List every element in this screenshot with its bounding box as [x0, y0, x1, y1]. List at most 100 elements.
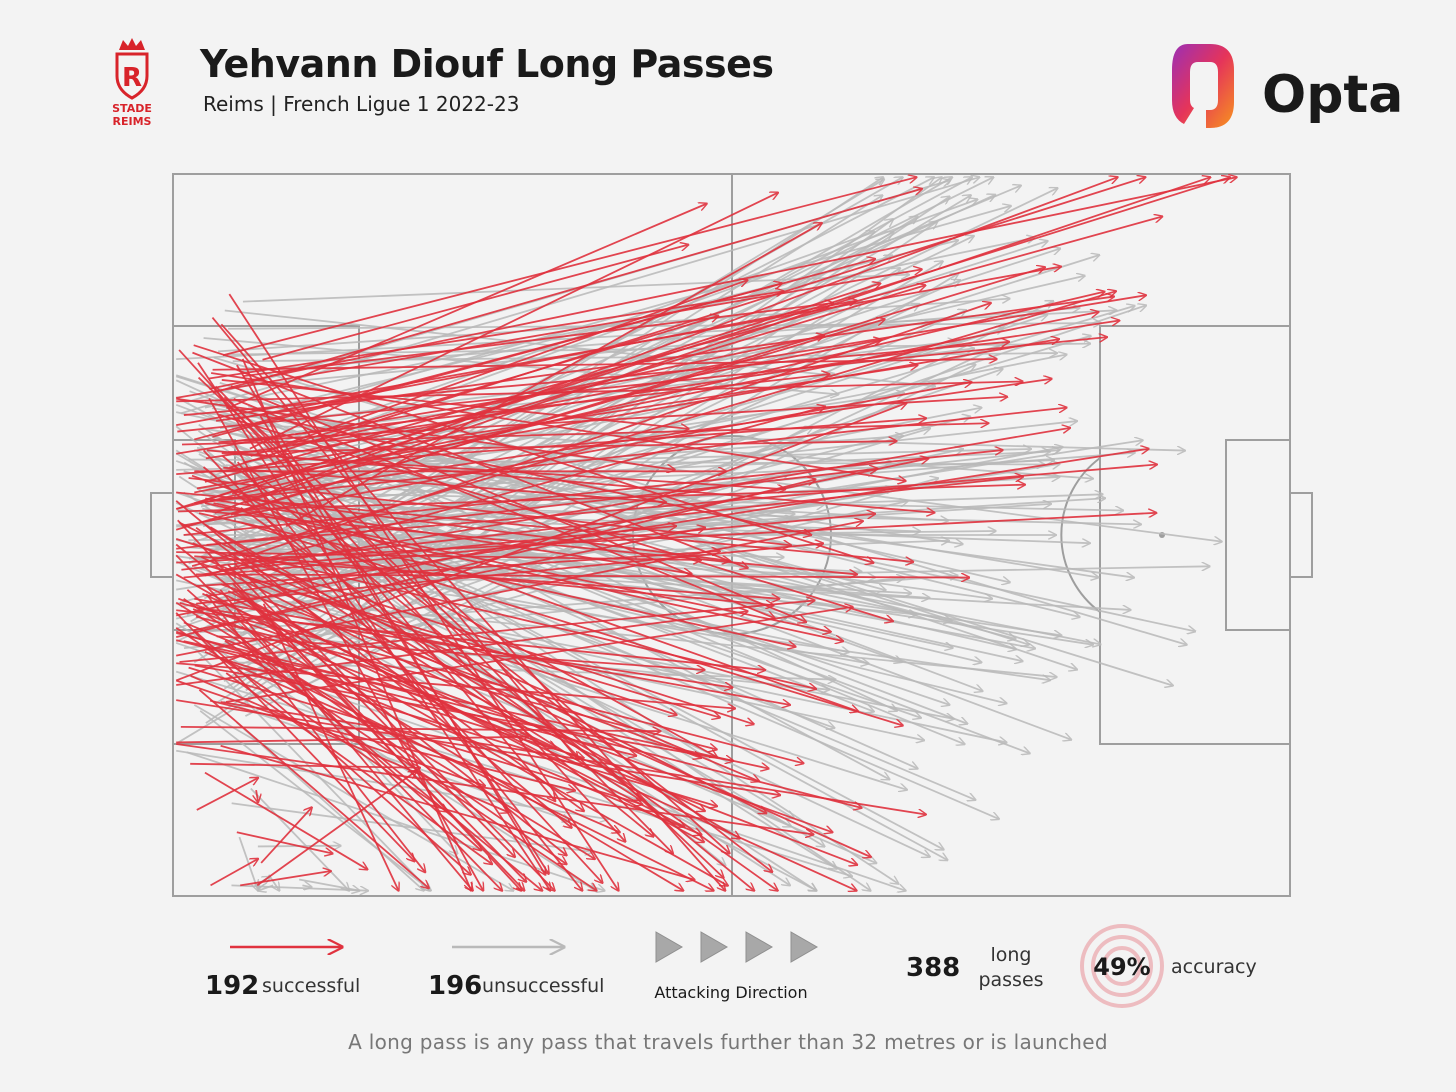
total-passes-count: 388: [906, 953, 960, 983]
successful-pass-arrow: [233, 398, 775, 618]
brand-name: Opta: [1262, 65, 1403, 125]
successful-pass-arrow: [225, 672, 492, 864]
successful-pass-arrow: [197, 362, 550, 891]
successful-pass-arrow: [181, 477, 1023, 571]
successful-pass-arrow: [207, 449, 934, 512]
successful-pass-arrow: [262, 603, 399, 891]
successful-pass-arrow: [260, 807, 312, 864]
unsuccessful-pass-arrow: [183, 578, 904, 650]
legend-unsuccessful-count: 196: [428, 971, 482, 1001]
successful-pass-arrow: [262, 245, 689, 361]
successful-pass-arrow: [236, 461, 583, 891]
successful-pass-arrow: [180, 725, 661, 731]
legend-unsuccessful-label: unsuccessful: [482, 975, 604, 997]
club-badge-text: STADE: [112, 102, 152, 115]
successful-pass-arrow: [192, 351, 747, 569]
successful-pass-arrow: [238, 653, 714, 890]
successful-pass-arrow: [216, 635, 705, 670]
unsuccessful-pass-arrow: [231, 884, 368, 890]
page-subtitle: Reims | French Ligue 1 2022-23: [203, 92, 520, 116]
unsuccessful-pass-arrow: [236, 721, 424, 890]
successful-pass-arrow: [218, 657, 717, 806]
successful-pass-arrow: [196, 778, 258, 811]
successful-pass-arrow: [175, 319, 885, 531]
opta-logo-icon: Opta: [1172, 44, 1403, 128]
successful-pass-arrow: [175, 479, 815, 638]
successful-pass-arrow: [176, 609, 765, 670]
successful-pass-arrow: [176, 632, 861, 808]
successful-pass-arrow: [188, 666, 643, 805]
successful-pass-arrow: [256, 790, 258, 802]
unsuccessful-pass-arrow: [302, 885, 311, 887]
successful-pass-arrow: [223, 396, 729, 853]
successful-pass-arrow: [236, 831, 333, 853]
svg-text:REIMS: REIMS: [113, 115, 152, 128]
total-passes-label-1: long: [990, 944, 1031, 966]
successful-pass-arrow: [202, 563, 720, 717]
unsuccessful-pass-arrow: [267, 874, 280, 891]
successful-pass-arrow: [176, 295, 1146, 455]
successful-pass-arrow: [181, 423, 988, 446]
successful-pass-arrow: [210, 859, 259, 887]
successful-pass-arrow: [176, 292, 1105, 510]
successful-pass-arrow: [201, 556, 871, 857]
successful-pass-arrow: [176, 382, 1023, 403]
successful-pass-arrow: [230, 385, 806, 622]
legend-successful-count: 192: [205, 971, 259, 1001]
successful-pass-arrow: [231, 204, 707, 408]
unsuccessful-pass-arrow: [258, 885, 274, 890]
successful-pass-arrow: [242, 303, 833, 378]
successful-pass-arrow: [228, 441, 896, 453]
successful-pass-arrow: [212, 283, 781, 438]
successful-pass-arrow: [222, 177, 917, 357]
successful-pass-arrow: [220, 323, 725, 890]
successful-pass-arrow: [212, 189, 922, 394]
unsuccessful-pass-arrow: [236, 323, 928, 388]
successful-pass-arrow: [220, 583, 701, 758]
successful-pass-arrow: [205, 497, 691, 574]
successful-pass-arrow: [194, 408, 1066, 505]
successful-pass-arrow: [205, 593, 425, 872]
successful-pass-arrow: [256, 771, 416, 887]
unsuccessful-pass-arrow: [239, 308, 1079, 373]
successful-pass-arrow: [222, 455, 755, 891]
accuracy-label: accuracy: [1171, 956, 1257, 978]
unsuccessful-pass-arrow: [228, 323, 1101, 330]
successful-pass-arrow: [204, 407, 826, 577]
successful-pass-arrow: [208, 291, 784, 380]
unsuccessful-pass-arrow: [257, 508, 920, 531]
successful-pass-arrow: [186, 589, 481, 851]
successful-pass-arrow: [238, 301, 857, 420]
successful-pass-arrow: [202, 466, 653, 837]
unsuccessful-pass-arrow: [250, 787, 349, 890]
successful-pass-arrow: [213, 502, 831, 632]
page-title: Yehvann Diouf Long Passes: [200, 42, 774, 86]
successful-pass-arrow: [176, 469, 877, 550]
successful-pass-arrow: [240, 871, 331, 887]
legend-successful-label: successful: [262, 975, 360, 997]
successful-pass-arrow: [176, 397, 675, 470]
successful-pass-arrow: [209, 177, 1236, 390]
successful-pass-arrow: [176, 513, 1156, 564]
successful-pass-arrow: [242, 493, 717, 757]
successful-pass-arrow: [228, 553, 774, 605]
successful-pass-arrow: [259, 499, 730, 561]
unsuccessful-pass-arrow: [224, 309, 935, 387]
accuracy-target-icon: [1080, 924, 1164, 1008]
successful-pass-arrow: [177, 337, 1107, 433]
attacking-direction-label: Attacking Direction: [654, 983, 807, 1002]
successful-pass-arrow: [205, 379, 1052, 503]
successful-pass-arrow: [250, 469, 772, 872]
accuracy-value: 49%: [1093, 953, 1150, 981]
successful-pass-arrow: [175, 500, 571, 828]
successful-pass-arrow: [188, 477, 792, 545]
unsuccessful-pass-arrow: [217, 299, 1010, 353]
successful-pass-arrow: [212, 359, 997, 371]
unsuccessful-pass-arrow: [221, 553, 911, 593]
unsuccessful-pass-arrow: [175, 670, 852, 877]
successful-pass-arrow: [198, 689, 429, 888]
successful-pass-arrow: [243, 340, 881, 464]
successful-pass-arrow: [233, 374, 830, 443]
successful-pass-arrow: [190, 675, 509, 813]
